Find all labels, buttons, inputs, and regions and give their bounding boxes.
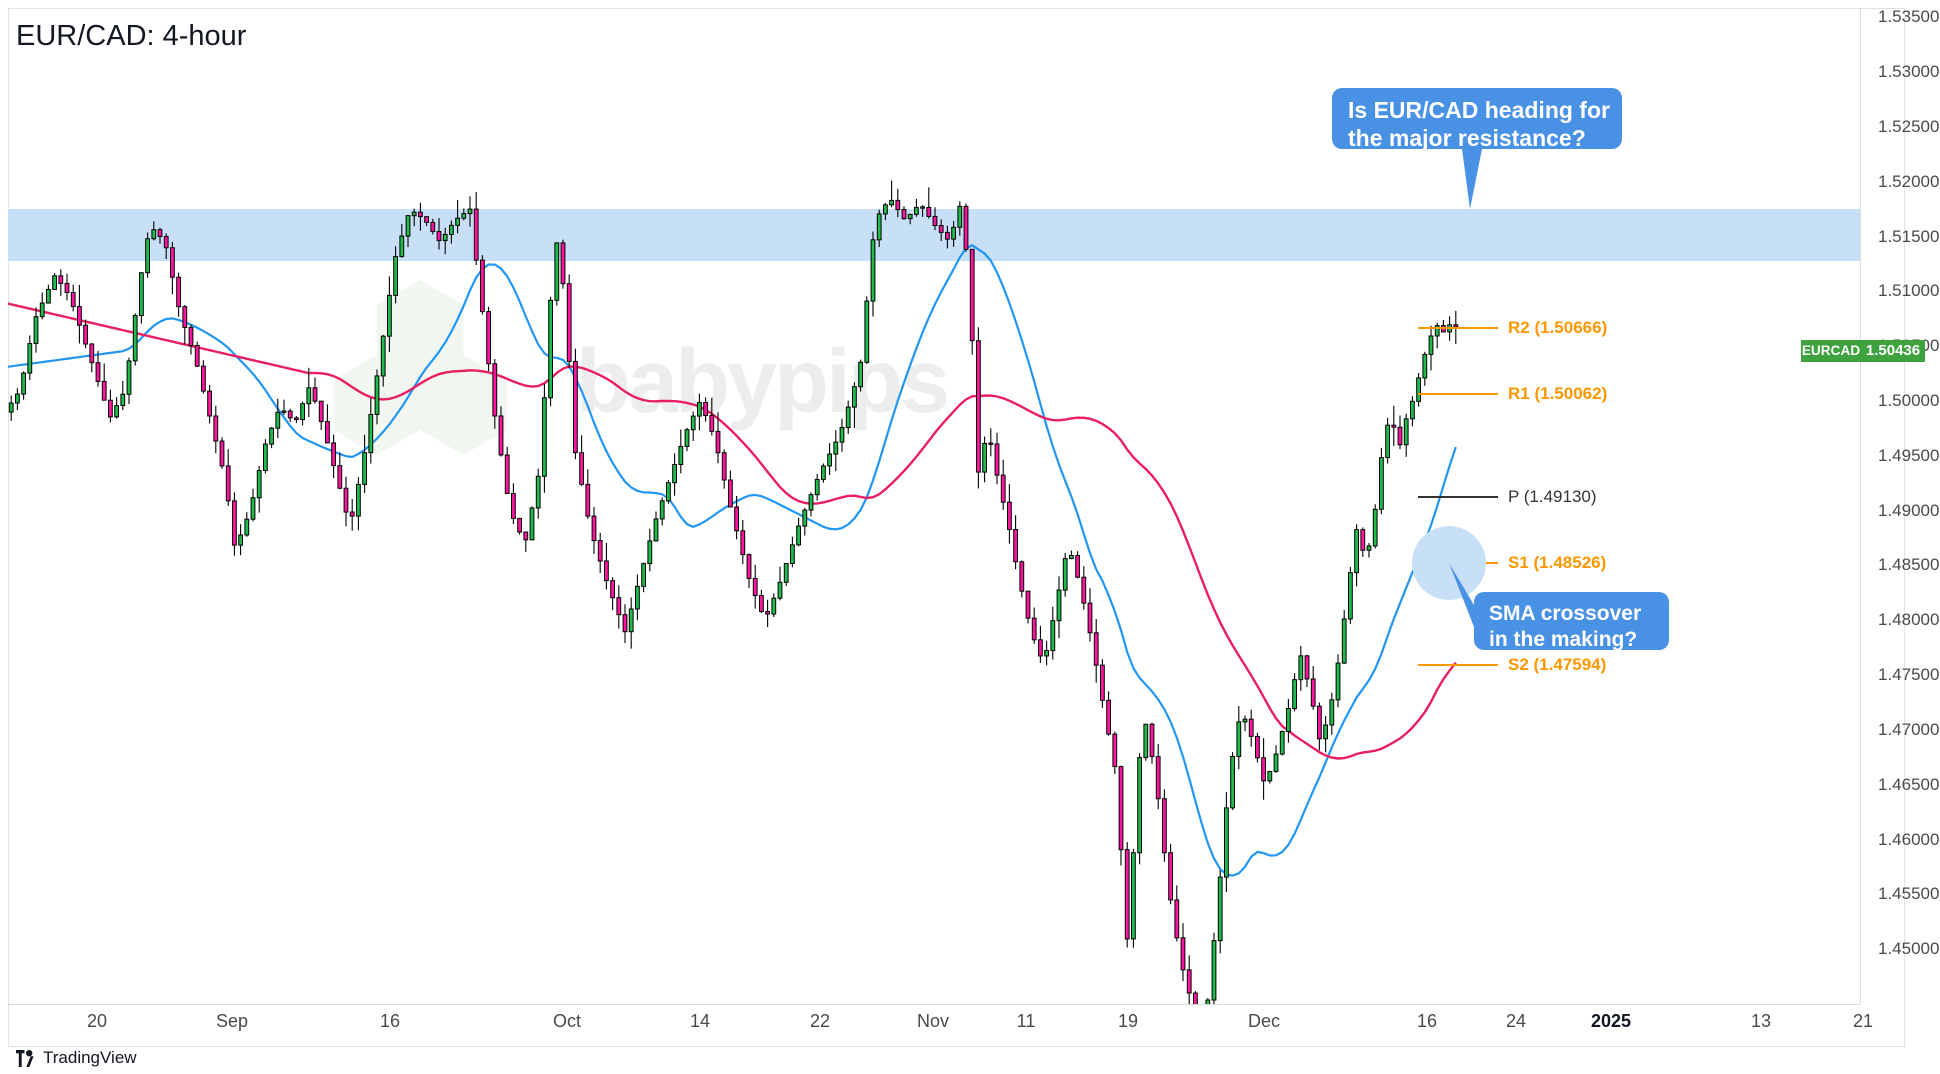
svg-text:in the making?: in the making? (1489, 628, 1637, 651)
svg-text:Is EUR/CAD heading for: Is EUR/CAD heading for (1348, 97, 1610, 123)
svg-text:the major resistance?: the major resistance? (1348, 125, 1586, 151)
svg-text:SMA crossover: SMA crossover (1489, 602, 1641, 625)
svg-text:babypips: babypips (576, 332, 947, 432)
